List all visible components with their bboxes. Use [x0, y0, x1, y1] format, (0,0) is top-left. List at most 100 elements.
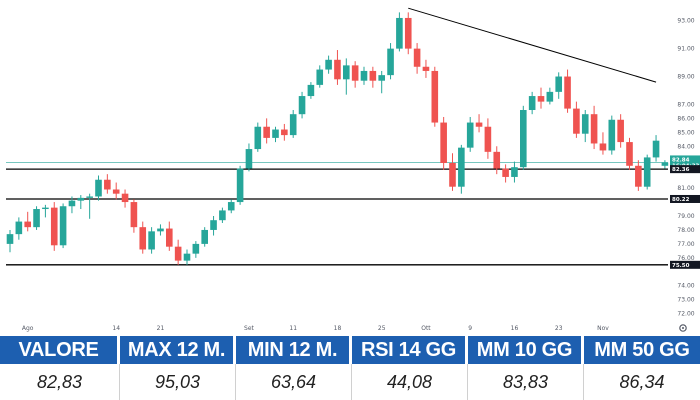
candle-body [404, 17, 412, 49]
y-tick-label: 85.00 [677, 129, 694, 136]
candle [281, 123, 288, 141]
candle [210, 216, 217, 236]
candle-body [281, 129, 288, 136]
price-axis: 93.00 91.00 89.00 87.00 86.00 85.00 84.00 81.00… [677, 18, 694, 318]
candle-body [24, 221, 31, 228]
candle [422, 59, 430, 78]
candle [68, 196, 76, 214]
candles-layer [6, 12, 669, 265]
candle-body [121, 193, 129, 203]
candle-body [378, 75, 385, 81]
candle [254, 122, 262, 152]
candle-body [661, 162, 669, 166]
y-tick-label: 84.00 [677, 143, 694, 150]
x-tick-label: 16 [511, 325, 519, 332]
candle-body [15, 221, 23, 235]
candle [166, 221, 173, 251]
y-tick-label: 91.00 [677, 46, 694, 53]
candle-body [298, 96, 306, 115]
level-tag-bg [670, 260, 700, 269]
candle-body [236, 168, 244, 203]
candle [157, 224, 164, 236]
candle [396, 12, 403, 52]
candle-body [475, 122, 483, 127]
stats-value-rsi-14gg: 44,08 [352, 364, 468, 400]
y-tick-label: 81.00 [677, 185, 694, 192]
candle [50, 202, 58, 251]
candle-body [33, 209, 40, 228]
candle-body [86, 196, 93, 198]
candle-body [307, 84, 315, 97]
candle [112, 182, 120, 200]
candle-body [555, 76, 562, 92]
candle-body [289, 114, 297, 136]
candle-body [449, 163, 456, 187]
y-tick-label: 93.00 [677, 18, 694, 25]
candle-body [440, 122, 447, 163]
candle [475, 114, 483, 133]
candlestick-chart-svg[interactable]: 93.00 91.00 89.00 87.00 86.00 85.00 84.00 81.00… [0, 0, 700, 336]
candle-body [573, 108, 580, 134]
x-tick-label: 23 [555, 325, 563, 332]
candle-body [546, 91, 554, 102]
y-tick-label: 73.00 [677, 297, 694, 304]
candle [431, 66, 439, 127]
candle [139, 221, 147, 254]
gear-icon-ring [679, 324, 687, 332]
candle [599, 132, 607, 155]
y-tick-label: 86.00 [677, 115, 694, 122]
candle [343, 58, 350, 95]
stats-value-max-12m: 95,03 [120, 364, 236, 400]
gear-icon[interactable] [679, 324, 687, 332]
y-tick-label: 87.00 [677, 101, 694, 108]
price-chart[interactable]: 93.00 91.00 89.00 87.00 86.00 85.00 84.00 81.00… [0, 0, 700, 336]
x-tick-label: 9 [468, 325, 472, 332]
candle-body [431, 70, 439, 123]
candle-body [387, 48, 394, 76]
candle-body [95, 179, 102, 197]
candle [192, 241, 200, 258]
level-tag-bg [670, 194, 700, 203]
level-tag-value: 75.50 [672, 263, 690, 269]
stats-header-mm-10gg: MM 10 GG [468, 336, 584, 364]
x-tick-label: 11 [289, 325, 297, 332]
level-tag-bg [670, 165, 700, 174]
candle-body [369, 70, 377, 81]
candle [511, 161, 518, 183]
candle [289, 110, 297, 138]
candle-body [174, 246, 182, 261]
candle [493, 146, 501, 175]
candle [484, 118, 492, 159]
candle-body [511, 167, 518, 177]
candle [458, 144, 465, 194]
candle [307, 82, 315, 99]
stats-value-row: 82,83 95,03 63,64 44,08 83,83 86,34 [0, 364, 700, 400]
y-tick-label: 77.00 [677, 241, 694, 248]
candle-body [263, 126, 270, 138]
candle [121, 189, 129, 208]
candle [617, 114, 624, 148]
candle-body [608, 119, 616, 151]
candle [86, 193, 93, 219]
candle [537, 87, 545, 109]
candle [351, 61, 359, 88]
y-tick-label: 74.00 [677, 283, 694, 290]
candle [520, 105, 527, 170]
candle [466, 116, 474, 152]
candle [104, 174, 111, 194]
candle [245, 143, 253, 172]
candle [95, 175, 102, 201]
candle [440, 116, 447, 170]
candle [661, 160, 669, 169]
candle-body [635, 165, 642, 187]
candle [130, 199, 138, 233]
candle-body [42, 207, 49, 210]
candle [59, 203, 67, 249]
candle-body [626, 142, 633, 166]
candle [546, 87, 554, 105]
candle [581, 110, 589, 143]
candle-body [581, 114, 589, 134]
stats-header-rsi-14gg: RSI 14 GG [352, 336, 468, 364]
gear-icon-hub [682, 327, 684, 329]
candle-body [157, 228, 164, 232]
